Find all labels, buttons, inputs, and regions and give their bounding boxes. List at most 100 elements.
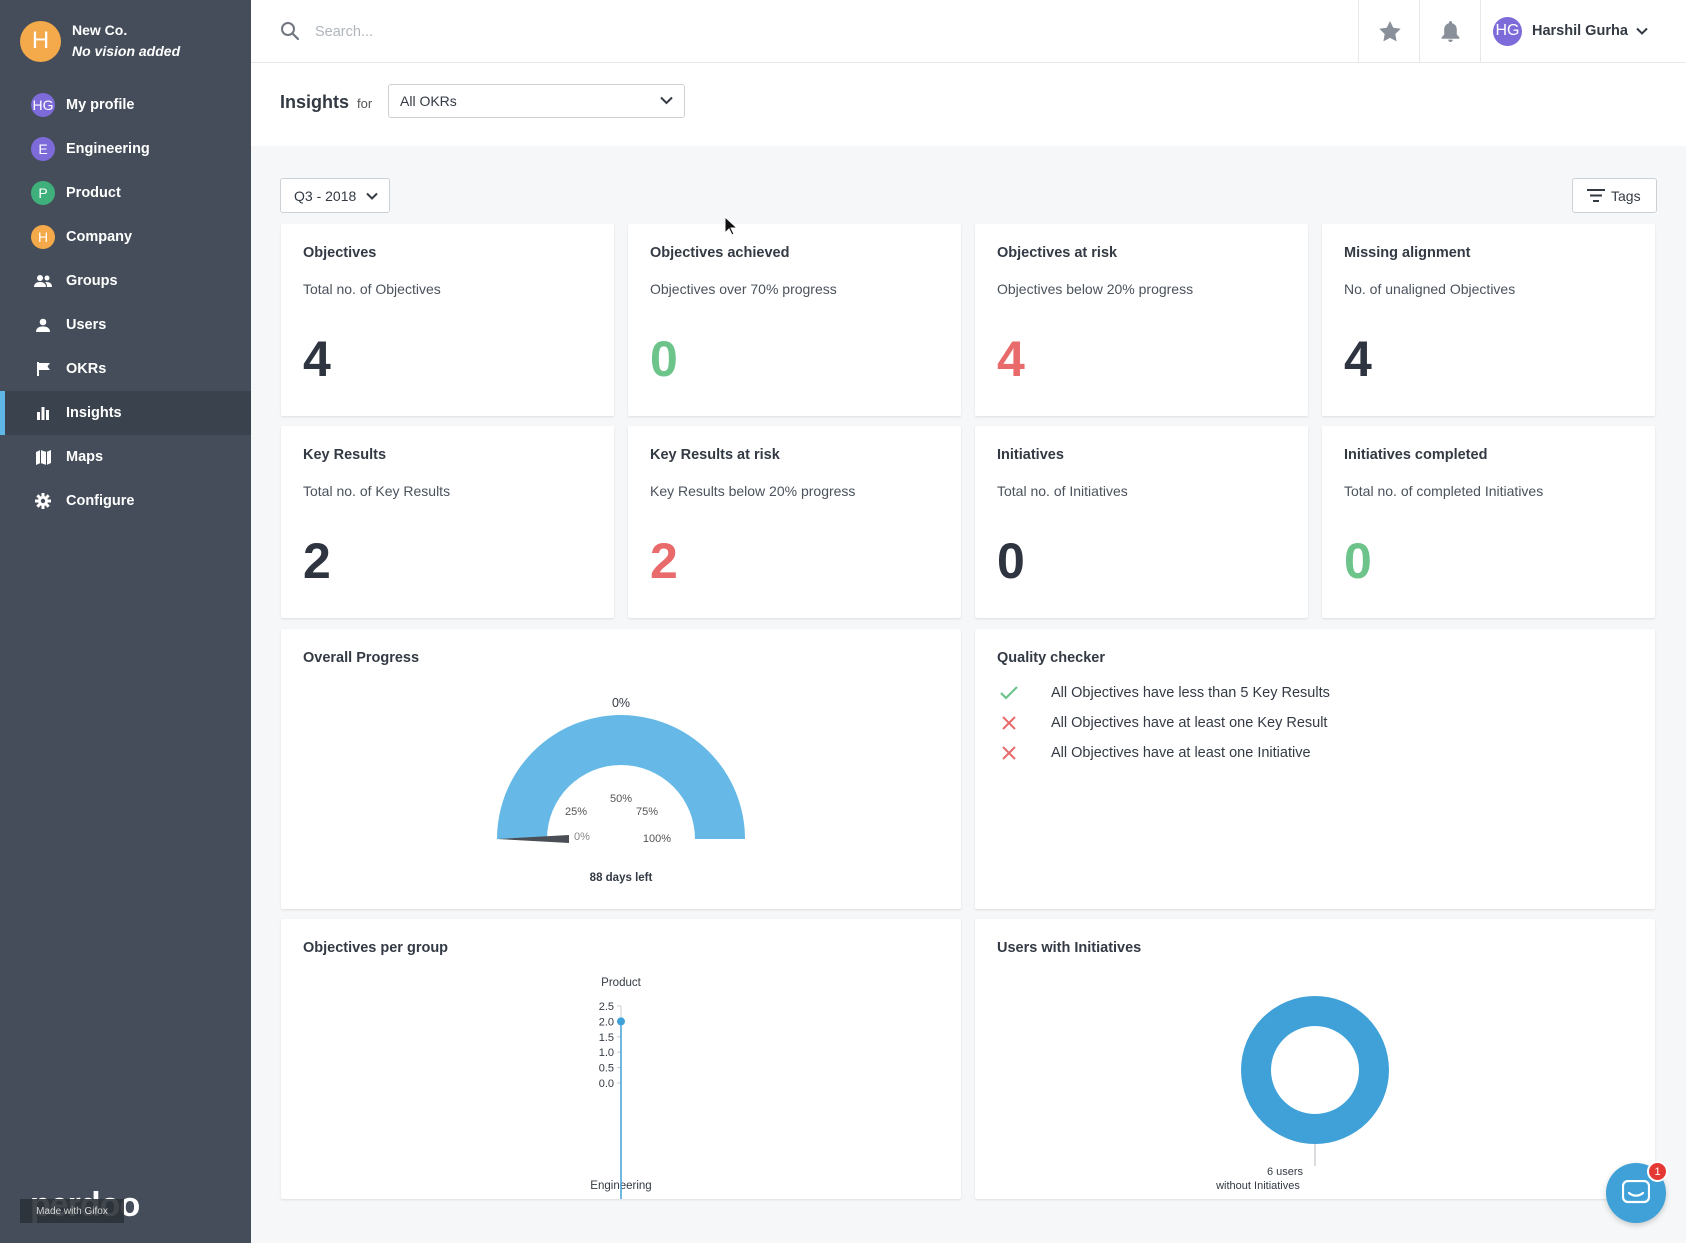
sidebar-item-label: Product (66, 185, 121, 201)
radar-y-tick-label: 2.0 (599, 1016, 614, 1028)
gauge-needle (497, 835, 569, 843)
stat-card-key-results-at-risk: Key Results at risk Key Results below 20… (628, 426, 961, 618)
stat-subtitle: Total no. of Objectives (303, 281, 441, 297)
gauge-tick (609, 771, 612, 777)
gauge-tick-label: 50% (610, 793, 632, 805)
tags-label: Tags (1611, 187, 1641, 204)
org-avatar[interactable]: H (20, 20, 61, 62)
stat-value: 2 (650, 533, 678, 589)
progress-gauge: 0% 25% 50% 75% 100% 0% 88 days left (497, 696, 745, 884)
stat-value: 2 (303, 533, 331, 589)
stat-value: 4 (303, 331, 331, 387)
donut-label: without Initiatives (1215, 1180, 1300, 1192)
chevron-down-icon (660, 96, 673, 105)
stat-card-objectives-at-risk: Objectives at risk Objectives below 20% … (975, 224, 1308, 416)
sidebar-item-configure[interactable]: Configure (0, 479, 251, 523)
stat-value: 4 (997, 331, 1025, 387)
sidebar-item-label: Insights (66, 405, 122, 421)
sidebar-item-label: Maps (66, 449, 104, 465)
objectives-per-group-panel: Objectives per group Product Engineering… (281, 919, 961, 1199)
search-icon (280, 21, 300, 46)
search-input[interactable] (313, 18, 617, 46)
days-left-label: 88 days left (590, 872, 653, 884)
stat-title: Objectives achieved (650, 245, 790, 261)
stat-card-missing-alignment: Missing alignment No. of unaligned Objec… (1322, 224, 1655, 416)
gauge-tick (657, 783, 662, 789)
stat-card-key-results: Key Results Total no. of Key Results 2 (281, 426, 614, 618)
quarter-select[interactable]: Q3 - 2018 (280, 178, 390, 213)
gauge-tick (584, 780, 589, 786)
sidebar-item-company[interactable]: H Company (0, 215, 251, 259)
stat-value: 4 (1344, 331, 1372, 387)
panel-title: Objectives per group (303, 940, 449, 956)
topbar: HG Harshil Gurha (251, 0, 1686, 63)
stat-value: 0 (997, 533, 1025, 589)
stat-title: Initiatives (997, 447, 1064, 463)
gauge-tick-label: 25% (565, 806, 587, 818)
org-header[interactable]: H New Co. No vision added (20, 20, 180, 62)
cross-icon (997, 713, 1021, 733)
check-icon (997, 683, 1021, 703)
gauge-tick-label: 75% (636, 806, 658, 818)
panel-title: Users with Initiatives (997, 940, 1142, 956)
gauge-tick (671, 798, 677, 803)
chat-launcher-button[interactable] (1606, 1163, 1666, 1223)
sidebar-item-engineering[interactable]: E Engineering (0, 127, 251, 171)
gauge-tick (682, 822, 688, 825)
chevron-down-icon (366, 192, 378, 200)
avatar: P (31, 181, 55, 205)
gauge-tick (556, 817, 562, 821)
bar-chart-icon (31, 401, 55, 425)
gauge-tick (674, 802, 680, 807)
notifications-button[interactable] (1419, 0, 1481, 62)
quality-check-item: All Objectives have at least one Key Res… (997, 713, 1327, 733)
avatar: H (31, 225, 55, 249)
gauge-tick (553, 827, 559, 830)
gauge-tick (683, 827, 689, 830)
panel-title: Quality checker (997, 650, 1105, 666)
sidebar-item-maps[interactable]: Maps (0, 435, 251, 479)
sidebar-item-label: Configure (66, 493, 135, 509)
gauge-tick (630, 771, 633, 777)
okr-filter-select[interactable]: All OKRs (388, 84, 685, 118)
gauge-tick (668, 794, 674, 799)
flag-icon (31, 357, 55, 381)
gauge-tick (580, 783, 585, 789)
gauge-tick (604, 772, 607, 778)
quality-check-item: All Objectives have less than 5 Key Resu… (997, 683, 1330, 703)
favorites-button[interactable] (1358, 0, 1420, 62)
donut-label: 6 users (1267, 1166, 1304, 1178)
panel-title: Overall Progress (303, 650, 420, 666)
sidebar-item-label: My profile (66, 97, 135, 113)
gauge-tick-label: 0% (574, 831, 590, 843)
quality-check-text: All Objectives have less than 5 Key Resu… (1051, 685, 1330, 701)
user-icon (31, 313, 55, 337)
sidebar-item-product[interactable]: P Product (0, 171, 251, 215)
groups-icon (31, 269, 55, 293)
avatar: HG (31, 93, 55, 117)
radar-y-tick-label: 0.0 (599, 1078, 614, 1090)
sidebar-item-okrs[interactable]: OKRs (0, 347, 251, 391)
sidebar-item-my-profile[interactable]: HG My profile (0, 83, 251, 127)
radar-category-label: Product (601, 977, 641, 989)
user-menu[interactable]: HG Harshil Gurha (1480, 0, 1686, 62)
sidebar-item-users[interactable]: Users (0, 303, 251, 347)
avatar: HG (1493, 16, 1522, 46)
bell-icon (1441, 20, 1460, 42)
gauge-tick (635, 772, 638, 778)
sidebar-item-label: Users (66, 317, 107, 333)
gauge-tick (662, 790, 670, 798)
tags-filter-button[interactable]: Tags (1572, 178, 1657, 213)
sidebar-item-insights[interactable]: Insights (0, 391, 251, 435)
gauge-value-label: 0% (612, 696, 630, 710)
sidebar: H New Co. No vision added HG My profile … (0, 0, 251, 1243)
user-name: Harshil Gurha (1532, 23, 1628, 39)
sidebar-item-groups[interactable]: Groups (0, 259, 251, 303)
stat-subtitle: Objectives over 70% progress (650, 281, 837, 297)
gauge-tick (565, 798, 571, 803)
gauge-tick (653, 780, 658, 786)
quarter-value: Q3 - 2018 (294, 187, 357, 204)
stat-subtitle: Objectives below 20% progress (997, 281, 1194, 297)
stat-title: Missing alignment (1344, 245, 1471, 261)
gauge-tick (554, 822, 560, 825)
